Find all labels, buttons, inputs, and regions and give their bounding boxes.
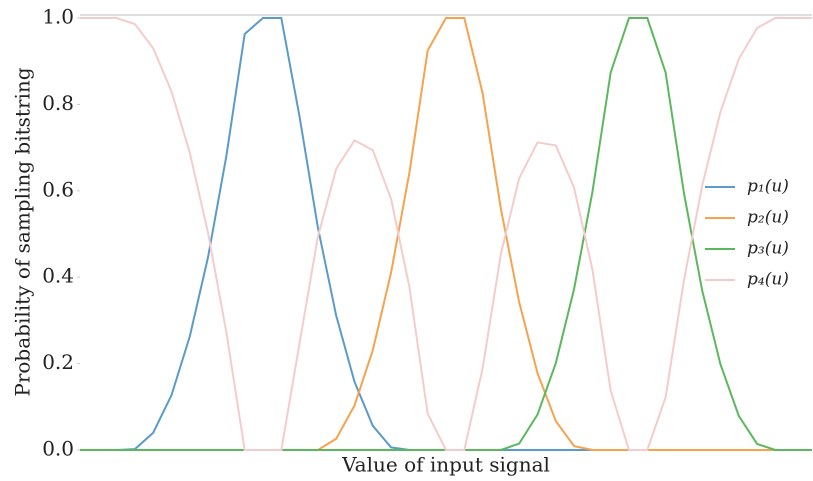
legend-label: p₂(u) xyxy=(747,208,789,228)
series-line xyxy=(80,17,812,451)
x-axis-label: Value of input signal xyxy=(341,453,550,477)
series-line xyxy=(80,17,812,451)
y-tick-label: 0.8 xyxy=(42,91,74,115)
y-tick-label: 1.0 xyxy=(42,5,74,29)
y-tick-label: 0.2 xyxy=(42,350,74,374)
legend-label: p₄(u) xyxy=(747,270,789,290)
y-tick-label: 0.0 xyxy=(42,437,74,461)
y-axis-label: Probability of sampling bitstring xyxy=(11,67,35,396)
y-tick-label: 0.6 xyxy=(42,177,74,201)
y-tick-label: 0.4 xyxy=(42,264,74,288)
series-line xyxy=(80,17,812,451)
legend-label: p₁(u) xyxy=(747,177,789,197)
legend-label: p₃(u) xyxy=(747,239,789,259)
series-line xyxy=(80,17,812,451)
